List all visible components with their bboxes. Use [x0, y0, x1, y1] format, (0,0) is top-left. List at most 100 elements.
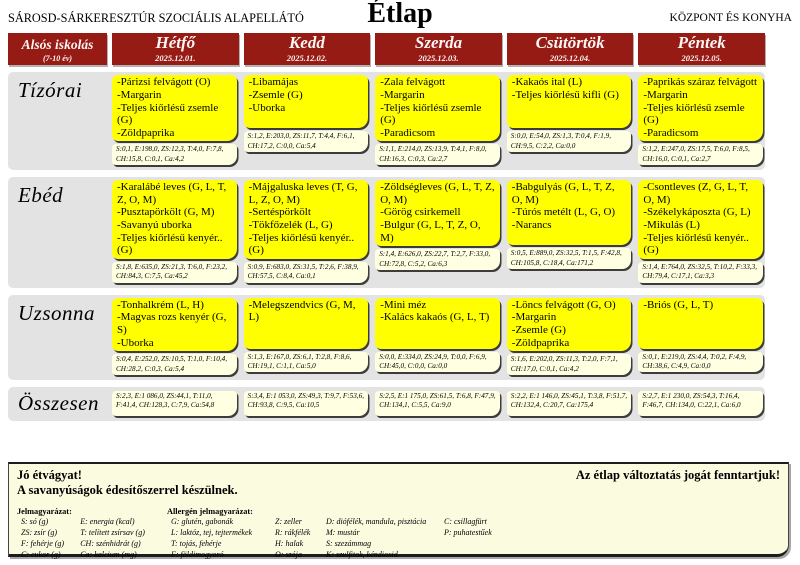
org-title-right: KÖZPONT ÉS KONYHA — [669, 12, 792, 24]
day-date: 2025.12.02. — [286, 52, 328, 63]
totals-cell: S:2,2, E:1 146,0, ZS:45,1, T:3,8, F:51,7… — [506, 390, 634, 416]
footer-note-box: Jó étvágyat! Az étlap változtatás jogát … — [8, 462, 789, 560]
totals-cell: S:3,4, E:1 053,0, ZS:49,3, T:9,7, F:53,6… — [243, 390, 371, 416]
day-name: Kedd — [288, 33, 325, 52]
totals-cell: S:2,7, E:1 230,0, ZS:54,3, T:16,4, F:46,… — [638, 390, 765, 416]
menu-items: -Libamájas -Zsemle (G) -Uborka — [243, 75, 369, 129]
table-header-row: Alsós iskolás (7-10 év) Hétfő 2025.12.01… — [8, 33, 765, 66]
row-band-ebed: Ebéd -Karalábé leves (G, L, T, Z, O, M) … — [8, 177, 765, 288]
page-header: SÁROSD-SÁRKERESZTÚR SZOCIÁLIS ALAPELLÁTÓ… — [0, 0, 800, 31]
menu-cell: -Karalábé leves (G, L, T, Z, O, M) -Pusz… — [112, 180, 239, 283]
menu-items: -Kakaós ital (L) -Teljes kiőrlésű kifli … — [506, 75, 632, 129]
nutrition-info: S:1,6, E:202,0, ZS:11,3, T:2,0, F:7,1, C… — [506, 354, 632, 375]
nutrition-info: S:1,3, E:167,0, ZS:6,1, T:2,8, F:8,6, CH… — [243, 351, 369, 373]
menu-cell: -Melegszendvics (G, M, L) S:1,3, E:167,0… — [243, 297, 371, 375]
menu-cell: -Löncs felvágott (G, O) -Margarin -Zseml… — [506, 297, 634, 375]
day-header-thursday: Csütörtök 2025.12.04. — [506, 33, 634, 66]
nutrition-info: S:0,0, E:54,0, ZS:1,3, T:0,4, F:1,9, CH:… — [506, 131, 632, 152]
menu-cell: -Zala felvágott -Margarin -Teljes kiőrlé… — [375, 75, 502, 166]
menu-items: -Mini méz -Kalács kakaós (G, L, T) — [375, 297, 500, 349]
menu-items: -Melegszendvics (G, M, L) — [243, 297, 369, 349]
day-name: Csütörtök — [535, 33, 605, 52]
menu-cell: -Májgaluska leves (T, G, L, Z, O, M) -Se… — [243, 180, 371, 283]
allergen-legend-title: Allergén jelmagyarázat: — [167, 507, 253, 516]
day-header-tuesday: Kedd 2025.12.02. — [243, 33, 371, 66]
row-band-tizorai: Tízórai -Párizsi felvágott (O) -Margarin… — [8, 72, 765, 171]
page-title: Étlap — [367, 0, 433, 29]
legend-column: C: csillagfürt P: puhatestűek — [444, 517, 492, 537]
row-label-uzsonna: Uzsonna — [18, 300, 96, 325]
menu-cell: -Zöldségleves (G, L, T, Z, O, M) -Görög … — [375, 180, 502, 283]
row-label-osszesen: Összesen — [18, 390, 99, 415]
sweetener-note: A savanyúságok édesítőszerrel készülnek. — [17, 483, 238, 497]
bon-appetit-text: Jó étvágyat! — [17, 468, 82, 482]
nutrition-info: S:0,0, E:334,0, ZS:24,9, T:0,0, F:6,9, C… — [375, 351, 500, 373]
menu-items: -Briós (G, L, T) — [638, 297, 763, 349]
day-header-friday: Péntek 2025.12.05. — [638, 33, 765, 66]
org-title-left: SÁROSD-SÁRKERESZTÚR SZOCIÁLIS ALAPELLÁTÓ — [8, 11, 304, 25]
day-name: Szerda — [414, 33, 463, 52]
menu-cell: -Paprikás száraz felvágott -Margarin -Te… — [638, 75, 765, 166]
day-date: 2025.12.04. — [549, 52, 591, 63]
menu-cell: -Kakaós ital (L) -Teljes kiőrlésű kifli … — [506, 75, 634, 165]
menu-cell: -Briós (G, L, T) S:0,1, E:219,0, ZS:4,4,… — [638, 297, 765, 375]
menu-items: -Zöldségleves (G, L, T, Z, O, M) -Görög … — [375, 180, 500, 247]
day-date: 2025.12.03. — [418, 52, 459, 63]
rights-note: Az étlap változtatás jogát fenntartjuk! — [575, 468, 780, 482]
day-name: Hétfő — [155, 33, 196, 52]
menu-cell: -Tonhalkrém (L, H) -Magvas rozs kenyér (… — [112, 297, 239, 375]
menu-cell: -Csontleves (Z, G, L, T, O, M) -Székelyk… — [638, 180, 765, 283]
nutrition-info: S:1,4, E:626,0, ZS:22,7, T:2,7, F:33,0, … — [375, 249, 500, 271]
nutrition-info: S:0,1, E:219,0, ZS:4,4, T:0,2, F:4,9, CH… — [638, 351, 763, 373]
totals-strip: S:3,4, E:1 053,0, ZS:49,3, T:9,7, F:53,6… — [243, 390, 369, 416]
age-group-label: Alsós iskolás — [21, 37, 94, 52]
day-name: Péntek — [677, 33, 726, 52]
legend-column: D: diófélék, mandula, pisztácia M: mustá… — [326, 517, 427, 559]
menu-cell: -Mini méz -Kalács kakaós (G, L, T) S:0,0… — [375, 297, 502, 375]
corner-header: Alsós iskolás (7-10 év) — [8, 33, 107, 66]
legend: Jelmagyarázat: S: só (g) ZS: zsír (g) F:… — [17, 506, 780, 560]
legend-column: E: energia (kcal) T: telített zsírsav (g… — [80, 517, 145, 559]
menu-cell: -Babgulyás (G, L, T, Z, O, M) -Túrós met… — [506, 180, 634, 283]
totals-strip: S:2,7, E:1 230,0, ZS:54,3, T:16,4, F:46,… — [638, 390, 763, 416]
row-label-tizorai: Tízórai — [18, 78, 83, 103]
day-date: 2025.12.05. — [681, 52, 722, 63]
day-date: 2025.12.01. — [155, 52, 196, 63]
row-label-ebed: Ebéd — [18, 183, 64, 208]
menu-items: -Csontleves (Z, G, L, T, O, M) -Székelyk… — [638, 180, 763, 259]
totals-strip: S:2,2, E:1 146,0, ZS:45,1, T:3,8, F:51,7… — [506, 390, 632, 416]
menu-items: -Párizsi felvágott (O) -Margarin -Teljes… — [112, 75, 237, 142]
menu-items: -Babgulyás (G, L, T, Z, O, M) -Túrós met… — [506, 180, 632, 246]
nutrition-info: S:0,9, E:683,0, ZS:31,5, T:2,6, F:38,9, … — [243, 261, 369, 283]
legend-column: S: só (g) ZS: zsír (g) F: fehérje (g) C:… — [21, 517, 65, 559]
totals-cell: S:2,3, E:1 086,0, ZS:44,1, T:11,0, F:41,… — [112, 390, 239, 416]
nutrition-info: S:1,2, E:247,0, ZS:17,5, T:6,0, F:8,5, C… — [638, 144, 763, 166]
totals-strip: S:2,5, E:1 175,0, ZS:61,5, T:6,8, F:47,9… — [375, 390, 500, 416]
legend-column: G: glutén, gabonák L: laktóz, tej, tejte… — [171, 517, 253, 559]
menu-items: -Karalábé leves (G, L, T, Z, O, M) -Pusz… — [112, 180, 237, 259]
menu-items: -Tonhalkrém (L, H) -Magvas rozs kenyér (… — [112, 297, 237, 352]
nutrition-info: S:0,1, E:198,0, ZS:12,3, T:4,0, F:7,8, C… — [112, 144, 237, 166]
totals-strip: S:2,3, E:1 086,0, ZS:44,1, T:11,0, F:41,… — [112, 390, 237, 416]
day-header-monday: Hétfő 2025.12.01. — [112, 33, 239, 66]
nutrition-info: S:1,4, E:764,0, ZS:32,5, T:10,2, F:33,3,… — [638, 261, 763, 283]
nutrition-legend: Jelmagyarázat: S: só (g) ZS: zsír (g) F:… — [17, 506, 167, 560]
legend-column: Z: zeller R: rákfélék H: halak O: szója — [275, 517, 311, 559]
menu-items: -Löncs felvágott (G, O) -Margarin -Zseml… — [506, 297, 632, 352]
menu-table: Alsós iskolás (7-10 év) Hétfő 2025.12.01… — [8, 33, 765, 421]
allergen-legend: Allergén jelmagyarázat: G: glutén, gabon… — [167, 506, 780, 560]
nutrition-info: S:1,1, E:214,0, ZS:13,9, T:4,1, F:8,0, C… — [375, 144, 500, 166]
nutrition-info: S:1,2, E:203,0, ZS:11,7, T:4,4, F:6,1, C… — [243, 131, 369, 152]
menu-cell: -Párizsi felvágott (O) -Margarin -Teljes… — [112, 75, 239, 166]
row-band-osszesen: Összesen S:2,3, E:1 086,0, ZS:44,1, T:11… — [8, 386, 765, 421]
totals-cell: S:2,5, E:1 175,0, ZS:61,5, T:6,8, F:47,9… — [375, 390, 502, 416]
menu-cell: -Libamájas -Zsemle (G) -Uborka S:1,2, E:… — [243, 75, 371, 165]
menu-items: -Májgaluska leves (T, G, L, Z, O, M) -Se… — [243, 180, 369, 259]
day-header-wednesday: Szerda 2025.12.03. — [375, 33, 502, 66]
row-band-uzsonna: Uzsonna -Tonhalkrém (L, H) -Magvas rozs … — [8, 294, 765, 380]
nutrition-info: S:0,5, E:889,0, ZS:32,5, T:1,5, F:42,8, … — [506, 248, 632, 269]
age-range-label: (7-10 év) — [42, 54, 73, 64]
nutrition-info: S:1,8, E:635,0, ZS:21,3, T:6,0, F:23,2, … — [112, 261, 237, 283]
menu-items: -Zala felvágott -Margarin -Teljes kiőrlé… — [375, 75, 500, 142]
nutrition-info: S:0,4, E:252,0, ZS:10,5, T:1,0, F:10,4, … — [112, 354, 237, 375]
